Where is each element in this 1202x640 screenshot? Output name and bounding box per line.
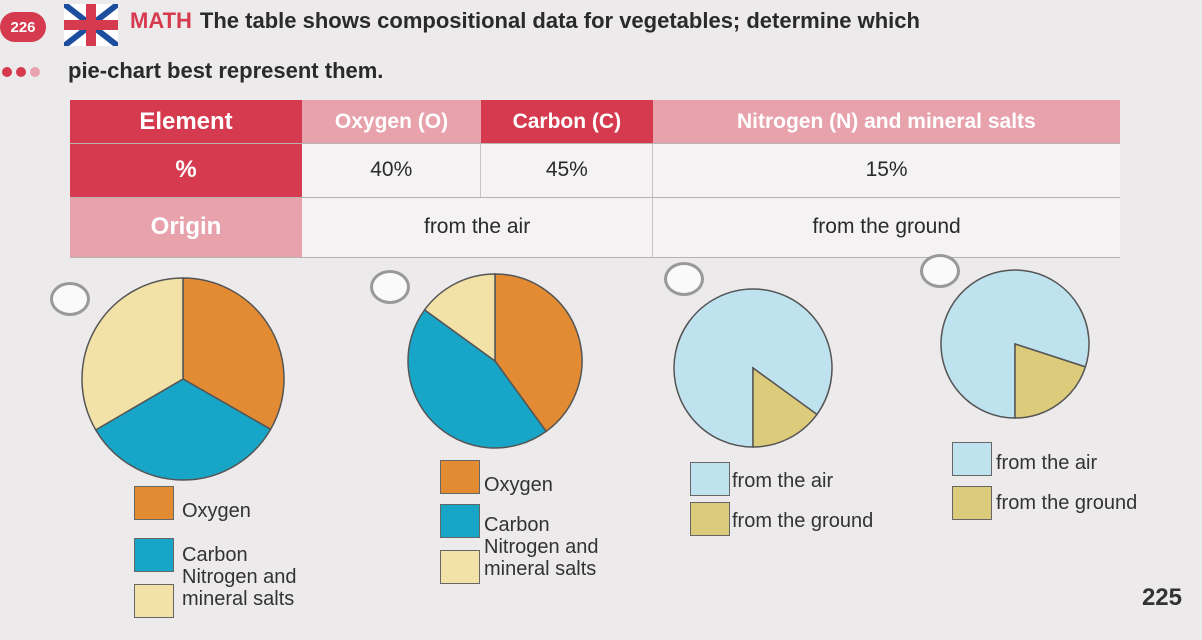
legend-label-ground: from the ground	[732, 510, 874, 532]
column-carbon: Carbon (C)	[480, 100, 653, 145]
pie-slice-from-the-ground	[752, 366, 818, 448]
legend-swatch-air	[690, 462, 730, 496]
column-nitrogen: Nitrogen (N) and mineral salts	[652, 100, 1120, 145]
legend-label-air: from the air	[996, 452, 1098, 474]
pie-slice-oxygen	[494, 273, 583, 433]
percent-carbon: 45%	[480, 143, 653, 198]
legend-label-carbon: Carbon	[182, 544, 248, 566]
subject-tag: MATH	[130, 8, 192, 33]
pie-chart-option-4	[940, 269, 1090, 419]
page-number: 225	[1141, 584, 1182, 611]
legend-swatch-carbon	[440, 504, 480, 538]
uk-flag-icon	[64, 4, 118, 46]
pie-slice-nitrogen-and-mineral-salts	[81, 277, 184, 431]
legend-swatch-carbon	[134, 538, 174, 572]
question-line-2: pie-chart best represent them.	[68, 58, 384, 83]
legend-label-oxygen: Oxygen	[484, 474, 553, 496]
question-line-1: MATH The table shows compositional data f…	[130, 8, 920, 34]
row-label-origin: Origin	[70, 197, 302, 259]
difficulty-dots	[2, 64, 62, 78]
pie-slice-nitrogen-and-mineral-salts	[423, 273, 496, 363]
column-oxygen: Oxygen (O)	[302, 100, 481, 145]
question-text-1: The table shows compositional data for v…	[199, 8, 920, 33]
percent-nitrogen: 15%	[652, 143, 1120, 198]
legend-swatch-nitrogen	[440, 550, 480, 584]
origin-ground: from the ground	[652, 197, 1120, 259]
pie-slice-from-the-ground	[1014, 342, 1087, 419]
option-1-radio[interactable]	[50, 282, 90, 316]
pie-chart-option-2	[407, 273, 583, 449]
legend-label-oxygen: Oxygen	[182, 500, 251, 522]
legend-label-carbon: Carbon	[484, 514, 550, 536]
row-label-percent: %	[70, 143, 302, 198]
legend-label-nitrogen: Nitrogen and mineral salts	[182, 566, 297, 610]
exercise-number-badge: 226	[0, 12, 46, 42]
legend-swatch-oxygen	[440, 460, 480, 494]
legend-swatch-oxygen	[134, 486, 174, 520]
legend-swatch-nitrogen	[134, 584, 174, 618]
legend-label-nitrogen: Nitrogen and mineral salts	[484, 536, 599, 580]
legend-swatch-ground	[690, 502, 730, 536]
option-4-radio[interactable]	[920, 254, 960, 288]
pie-slice-oxygen	[182, 277, 285, 431]
legend-swatch-ground	[952, 486, 992, 520]
option-3-radio[interactable]	[664, 262, 704, 296]
pie-chart-option-3	[673, 288, 833, 448]
legend-label-ground: from the ground	[996, 492, 1138, 514]
legend-swatch-air	[952, 442, 992, 476]
origin-air: from the air	[302, 197, 653, 259]
composition-table: Element Oxygen (O) Carbon (C) Nitrogen (…	[70, 100, 1120, 259]
row-label-element: Element	[70, 100, 302, 145]
legend-label-air: from the air	[732, 470, 834, 492]
percent-oxygen: 40%	[302, 143, 481, 198]
pie-slice-carbon	[407, 308, 548, 449]
pie-chart-option-1	[81, 277, 285, 481]
option-2-radio[interactable]	[370, 270, 410, 304]
pie-slice-carbon	[94, 378, 272, 481]
